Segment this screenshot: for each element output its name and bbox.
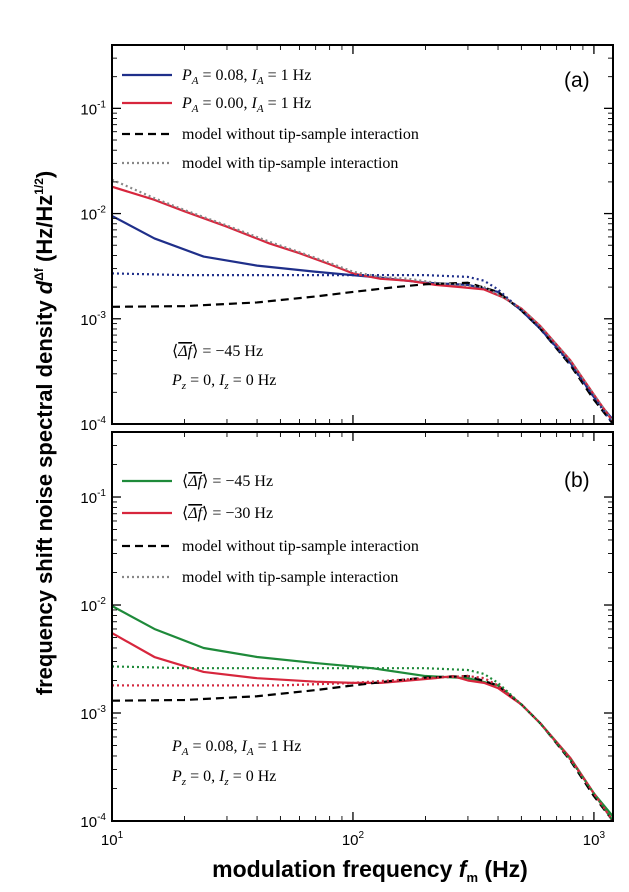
y-tick-label-b-4: 10-4	[80, 812, 106, 831]
annotation-b-2: Pz = 0, Iz = 0 Hz	[171, 768, 276, 788]
legend-b-entry-4: model with tip-sample interaction	[182, 569, 398, 586]
series-line-a-1	[112, 214, 613, 421]
series-line-a-2	[112, 185, 613, 423]
panel-a-legend: PA = 0.08, IA = 1 Hz PA = 0.00, IA = 1 H…	[122, 67, 419, 172]
legend-b-entry-1: ⟨Δf⟩ = −45 Hz	[182, 473, 273, 490]
annotation-a-2: Pz = 0, Iz = 0 Hz	[171, 372, 276, 392]
panel-b-annotations: PA = 0.08, IA = 1 Hz Pz = 0, Iz = 0 Hz	[171, 738, 301, 788]
legend-b-entry-3: model without tip-sample interaction	[182, 538, 419, 555]
panel-b: 10-1 10-2 10-3 10-4 (b) ⟨Δf⟩ = −45 Hz ⟨Δf⟩ …	[80, 431, 614, 831]
x-tick-labels: 101 102 103	[101, 830, 606, 849]
y-tick-label-b-1: 10-1	[80, 488, 106, 507]
x-tick-label-1: 101	[101, 830, 124, 849]
y-tick-label-b-2: 10-2	[80, 596, 106, 615]
y-axis-title: frequency shift noise spectral density d…	[32, 171, 57, 695]
panel-a-frame	[111, 44, 614, 425]
annotation-b-1: PA = 0.08, IA = 1 Hz	[171, 738, 301, 758]
series-line-b-5	[112, 665, 613, 821]
series-line-b-2	[112, 632, 613, 821]
legend-a-entry-4: model with tip-sample interaction	[182, 155, 398, 172]
panel-b-frame	[111, 431, 614, 822]
y-tick-label-a-4: 10-4	[80, 415, 106, 434]
panel-b-legend: ⟨Δf⟩ = −45 Hz ⟨Δf⟩ = −30 Hz model withou…	[122, 473, 419, 586]
x-axis-title: modulation frequency fm (Hz)	[212, 856, 528, 885]
panel-a-label: (a)	[564, 69, 590, 92]
annotation-a-1: ⟨Δf⟩ = −45 Hz	[172, 343, 263, 360]
y-tick-label-a-2: 10-2	[80, 205, 106, 224]
panel-b-label: (b)	[564, 469, 590, 492]
legend-a-entry-2: PA = 0.00, IA = 1 Hz	[181, 95, 311, 115]
y-tick-label-a-1: 10-1	[80, 99, 106, 118]
y-tick-label-a-3: 10-3	[80, 310, 106, 329]
legend-a-entry-1: PA = 0.08, IA = 1 Hz	[181, 67, 311, 87]
y-tick-label-b-3: 10-3	[80, 704, 106, 723]
legend-a-entry-3: model without tip-sample interaction	[182, 126, 419, 143]
panel-a: 10-1 10-2 10-3 10-4 (a) PA = 0.08, IA = 1 H…	[80, 44, 614, 434]
panel-a-annotations: ⟨Δf⟩ = −45 Hz Pz = 0, Iz = 0 Hz	[171, 343, 276, 392]
x-tick-label-3: 103	[583, 830, 606, 849]
legend-b-entry-2: ⟨Δf⟩ = −30 Hz	[182, 505, 273, 522]
x-tick-label-2: 102	[342, 830, 365, 849]
